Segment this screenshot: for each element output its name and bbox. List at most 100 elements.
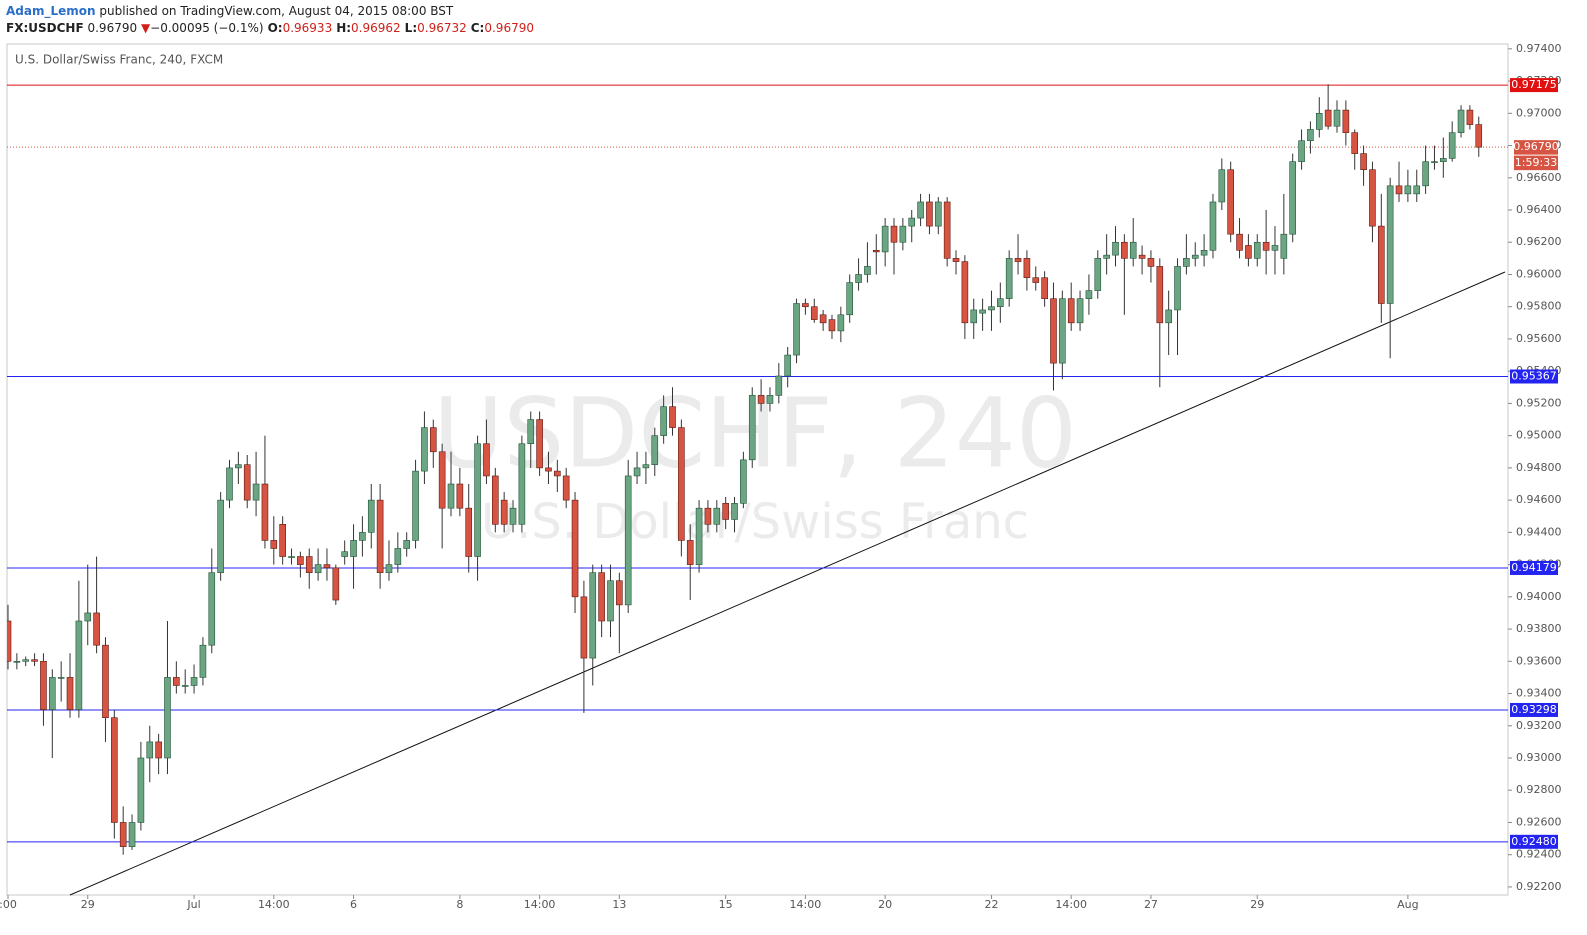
candle-body [740, 459, 747, 504]
candle-body [571, 499, 579, 598]
symbol: FX:USDCHF [6, 21, 84, 35]
candle-body [270, 540, 278, 549]
candle-body [669, 406, 676, 428]
candle-body [917, 201, 924, 219]
candle-body [199, 644, 207, 678]
candle-body [1076, 298, 1084, 324]
candle-body [660, 406, 667, 436]
candle-body [217, 499, 224, 573]
candle-body [323, 564, 331, 569]
candle-body [589, 572, 597, 659]
candle-body [1032, 277, 1040, 283]
level-label-box [1510, 369, 1558, 384]
level-label: 0.94179 [1511, 561, 1557, 574]
candle-body [1245, 245, 1252, 259]
candle-body [979, 309, 986, 314]
y-tick-label: 0.92600 [1516, 815, 1562, 828]
x-tick-label: 29 [81, 898, 95, 911]
candle-body [952, 258, 960, 262]
y-tick-label: 0.93600 [1516, 654, 1562, 667]
candle-body [1138, 254, 1146, 259]
candle-body [1165, 309, 1172, 324]
last-price-label: 0.96790 [1513, 140, 1559, 153]
candle-body [1404, 185, 1412, 195]
candle-body [580, 596, 588, 659]
candle-body [1271, 245, 1279, 251]
candle-body [412, 470, 419, 541]
candle-body [1431, 161, 1438, 163]
candle-body [1103, 254, 1110, 259]
candle-body [678, 427, 685, 541]
ohlc: O:0.96933 H:0.96962 L:0.96732 C:0.96790 [264, 21, 534, 35]
ohlc-key: C: [470, 21, 485, 35]
change: −0.00095 (−0.1%) [150, 21, 264, 35]
candle-body [686, 540, 694, 565]
candle-body [1200, 250, 1208, 256]
candle-body [1094, 258, 1102, 291]
candle-body [305, 556, 313, 573]
candle-body [456, 483, 464, 509]
candle-body [695, 507, 703, 565]
candle-body [1262, 241, 1270, 251]
candle-body [137, 757, 145, 823]
plot-frame [6, 43, 1509, 896]
price: 0.96790 [87, 21, 138, 35]
candle-body [1121, 241, 1128, 259]
candle-body [500, 499, 508, 525]
ohlc-value: 0.96962 [351, 21, 401, 35]
candle-body [766, 395, 774, 404]
candle-body [421, 427, 428, 472]
candle-body [722, 503, 729, 520]
y-tick-label: 0.95600 [1516, 332, 1562, 345]
candle-body [1475, 124, 1483, 148]
candle-body [48, 677, 56, 710]
candle-body [1253, 241, 1261, 259]
y-tick-label: 0.96600 [1516, 171, 1562, 184]
level-label-box [1510, 78, 1558, 93]
candle-body [190, 677, 198, 686]
candle-body [509, 507, 517, 525]
y-tick-label: 0.93800 [1516, 622, 1562, 635]
candle-body [518, 443, 526, 525]
candle-body [1050, 298, 1057, 364]
candle-body [908, 217, 916, 227]
author[interactable]: Adam_Lemon [6, 4, 96, 18]
candle-body [1324, 109, 1332, 127]
y-tick-label: 0.95000 [1516, 429, 1562, 442]
candle-body [1085, 290, 1093, 299]
candle-body [93, 612, 100, 646]
x-tick-label: 29 [1250, 898, 1264, 911]
candle-body [57, 677, 65, 679]
y-tick-label: 0.97400 [1516, 42, 1562, 55]
candle-body [491, 475, 499, 525]
candle-body [1298, 140, 1305, 162]
candle-body [474, 443, 481, 557]
candle-body [1067, 298, 1075, 324]
candle-body [1129, 241, 1137, 259]
y-tick-label: 0.93200 [1516, 719, 1562, 732]
x-tick-label: 14:00 [524, 898, 556, 911]
candle-body [748, 395, 756, 461]
candle-body [1014, 258, 1022, 262]
candle-body [181, 685, 189, 687]
candle-body [802, 303, 809, 308]
level-label: 0.93298 [1511, 703, 1557, 716]
candle-body [1147, 258, 1155, 267]
candle-body [846, 282, 854, 316]
candle-body [1369, 169, 1376, 227]
published: published on TradingView.com, August 04,… [99, 4, 454, 18]
candle-body [288, 556, 295, 558]
x-tick-label: Aug [1397, 898, 1418, 911]
candle-body [111, 717, 118, 823]
y-tick-label: 0.93400 [1516, 687, 1562, 700]
candle-body [872, 250, 880, 253]
watermark-name: U.S. Dollar/Swiss Franc [481, 494, 1029, 550]
candle-body [1191, 254, 1199, 259]
candle-body [926, 201, 933, 227]
y-tick-label: 0.94600 [1516, 493, 1562, 506]
candle-body [1289, 161, 1296, 235]
candle-body [385, 564, 393, 573]
y-tick-label: 0.95200 [1516, 396, 1562, 409]
candle-body [332, 567, 340, 601]
